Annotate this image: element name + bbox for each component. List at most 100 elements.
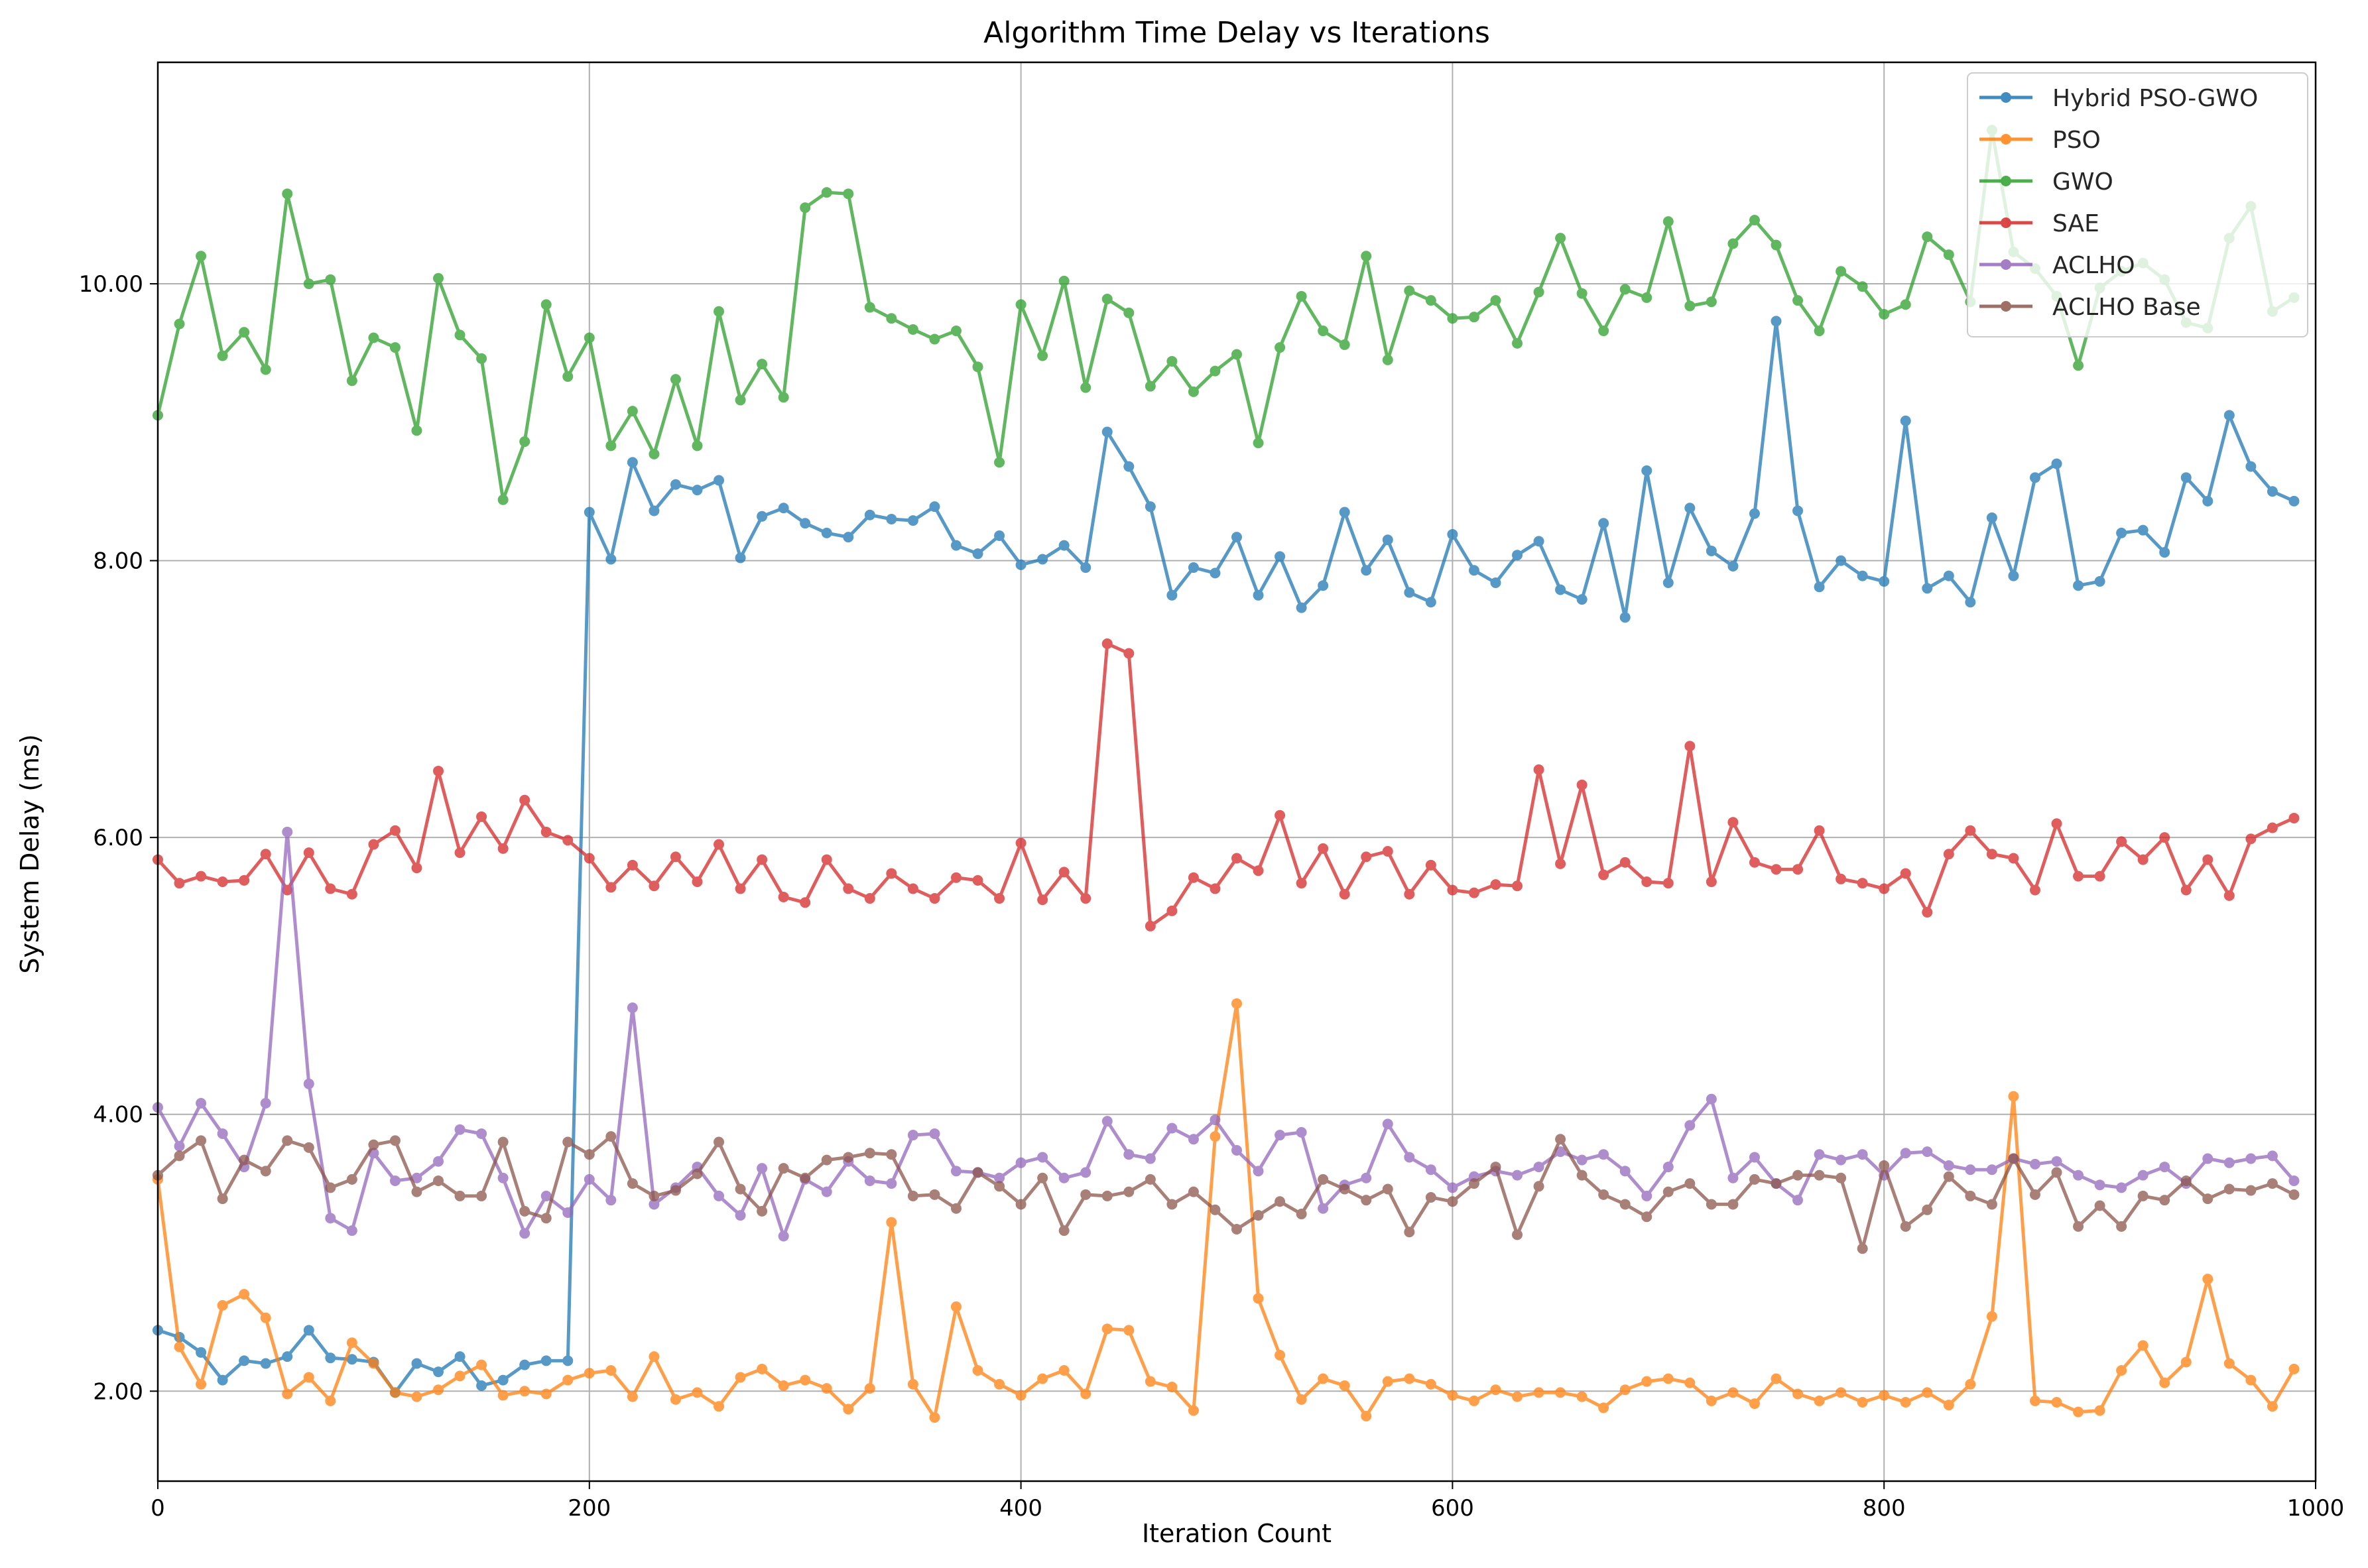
data-point — [174, 1341, 185, 1353]
data-point — [1814, 1395, 1825, 1406]
data-point — [1210, 1204, 1221, 1215]
data-point — [821, 1383, 832, 1394]
data-point — [2137, 1190, 2149, 1201]
data-point — [1792, 1195, 1804, 1206]
data-point — [886, 513, 897, 524]
data-point — [1447, 1196, 1458, 1207]
data-point — [1080, 1189, 1091, 1200]
data-point — [1555, 1134, 1566, 1145]
data-point — [1188, 1186, 1199, 1197]
data-point — [1619, 857, 1631, 868]
data-point — [757, 359, 768, 370]
series-gwo — [153, 125, 2300, 505]
data-point — [1318, 1203, 1329, 1214]
data-point — [1836, 266, 1847, 277]
data-point — [389, 1387, 401, 1398]
data-point — [972, 548, 983, 560]
data-point — [1404, 1152, 1415, 1163]
data-point — [1166, 1382, 1178, 1393]
data-point — [260, 1098, 271, 1109]
data-point — [1037, 1373, 1048, 1384]
series-line — [157, 319, 2295, 1394]
data-point — [1447, 528, 1458, 540]
data-point — [2223, 1157, 2235, 1168]
data-point — [1382, 1183, 1393, 1195]
data-point — [1339, 339, 1350, 350]
data-point — [325, 1353, 336, 1364]
data-point — [605, 1195, 617, 1206]
y-axis-label: System Delay (ms) — [15, 734, 44, 973]
series-aclho-base — [153, 1131, 2300, 1254]
data-point — [994, 893, 1005, 904]
series-line — [156, 1002, 2296, 1419]
data-point — [1447, 884, 1458, 896]
data-point — [1706, 876, 1717, 887]
data-point — [1166, 1122, 1178, 1134]
y-tick-label: 2.00 — [93, 1378, 143, 1405]
data-point — [1727, 1199, 1739, 1210]
data-point — [1836, 1387, 1847, 1398]
data-point — [1662, 878, 1674, 889]
data-point — [649, 1199, 660, 1210]
data-point — [929, 1128, 940, 1139]
data-point — [1814, 581, 1825, 593]
data-point — [1361, 1410, 1372, 1421]
data-point — [1512, 1229, 1523, 1240]
data-point — [1576, 1170, 1588, 1181]
data-point — [800, 1172, 811, 1183]
data-point — [627, 457, 638, 468]
data-point — [540, 826, 552, 837]
data-point — [2008, 1091, 2019, 1102]
data-point — [497, 1374, 509, 1386]
data-point — [1619, 1166, 1631, 1177]
data-point — [692, 485, 703, 496]
data-point — [1361, 1172, 1372, 1183]
data-point — [1058, 540, 1070, 551]
data-point — [1361, 1195, 1372, 1206]
data-point — [282, 1135, 293, 1146]
data-point — [303, 1372, 314, 1383]
data-point — [843, 532, 854, 543]
data-point — [1490, 1162, 1501, 1173]
data-point — [821, 1186, 832, 1197]
data-point — [2029, 472, 2040, 483]
data-point — [1123, 1325, 1135, 1336]
data-point — [1382, 534, 1393, 546]
data-point — [217, 876, 228, 887]
data-point — [325, 1182, 336, 1193]
data-point — [1792, 295, 1804, 306]
data-point — [1080, 1167, 1091, 1178]
data-point — [1512, 1391, 1523, 1402]
data-point — [950, 1166, 962, 1177]
data-point — [950, 326, 962, 337]
legend-marker — [2001, 176, 2011, 186]
data-point — [1641, 876, 1652, 887]
data-point — [843, 1152, 854, 1163]
data-point — [540, 1355, 552, 1366]
data-point — [1662, 1186, 1674, 1197]
data-point — [1555, 584, 1566, 595]
data-point — [1425, 1378, 1436, 1390]
data-point — [2245, 1153, 2257, 1164]
data-point — [864, 1383, 875, 1394]
data-point — [217, 1193, 228, 1205]
data-point — [757, 511, 768, 522]
x-tick-label: 600 — [1431, 1495, 1474, 1522]
data-point — [2159, 547, 2170, 558]
data-point — [368, 839, 379, 850]
data-point — [1210, 883, 1221, 894]
data-point — [929, 333, 940, 345]
data-point — [1231, 998, 1242, 1009]
legend-label: ACLHO Base — [2052, 294, 2201, 321]
data-point — [1253, 1166, 1264, 1177]
data-point — [476, 1128, 487, 1139]
data-point — [346, 888, 357, 900]
data-point — [649, 880, 660, 892]
data-point — [1576, 1391, 1588, 1402]
data-point — [692, 440, 703, 452]
data-point — [605, 440, 617, 452]
data-point — [2245, 461, 2257, 472]
data-point — [1058, 275, 1070, 286]
data-point — [260, 849, 271, 860]
data-point — [2159, 832, 2170, 843]
